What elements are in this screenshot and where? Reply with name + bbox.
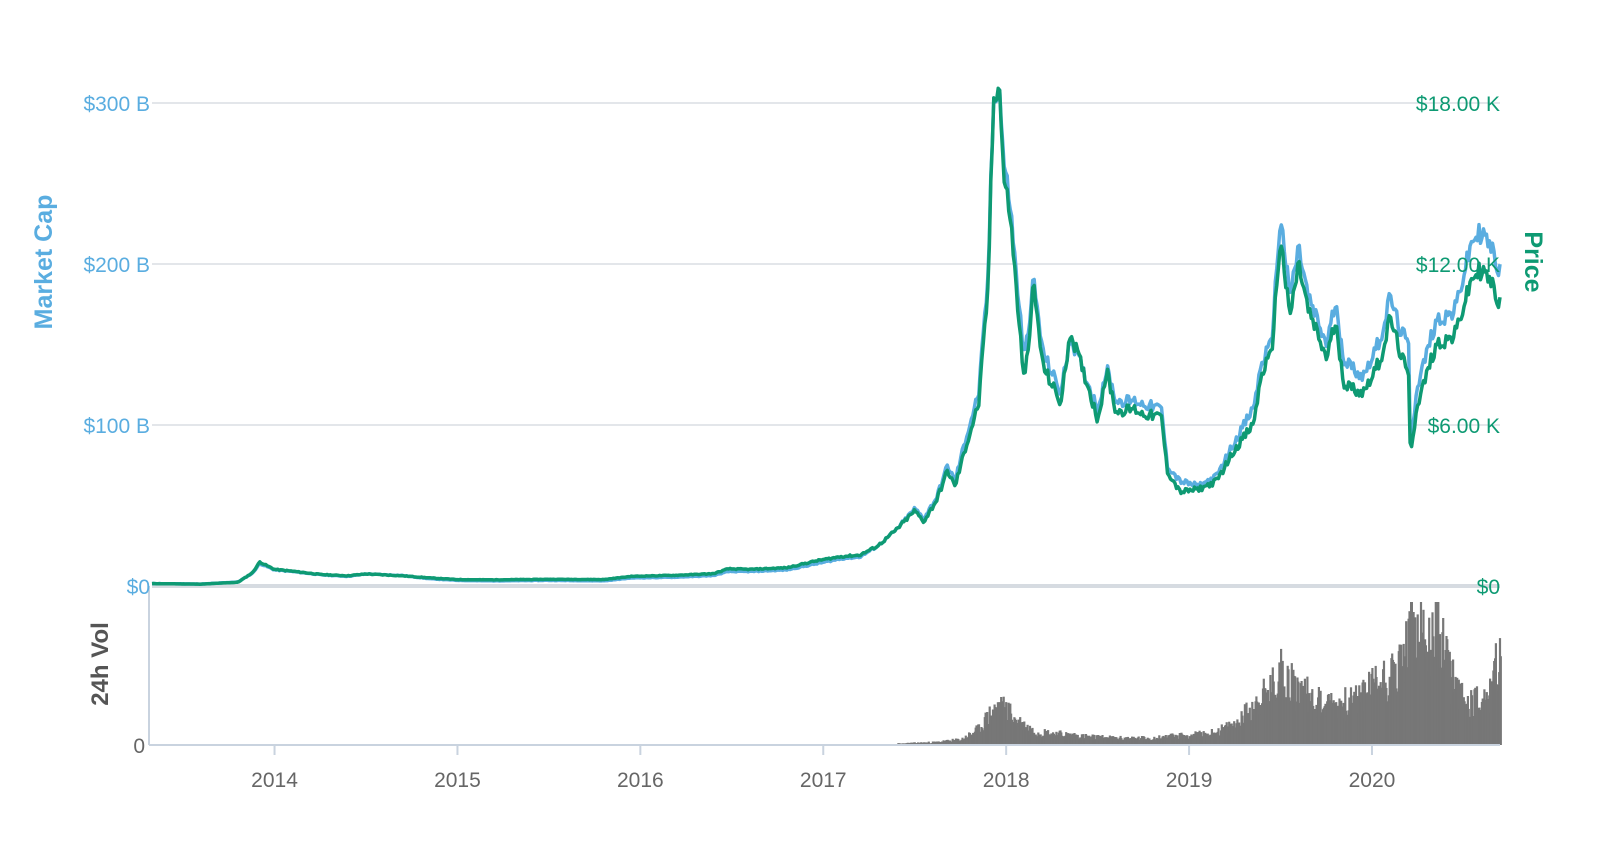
volume-axis-title: 24h Vol [87, 622, 114, 706]
tick-labels: $0 $100 B $200 B $300 B $0 $6.00 K $12.00 K $18… [83, 93, 1500, 792]
volume-bar [1097, 735, 1100, 745]
x-tick-label: 2016 [617, 769, 664, 792]
x-tick-label: 2019 [1166, 769, 1213, 792]
volume-bar [1172, 734, 1175, 745]
grid-layer [152, 102, 1500, 426]
series-line-market-cap [151, 88, 1502, 586]
y-tick-label-right: $12.00 K [1416, 254, 1500, 277]
x-tick-label: 2014 [251, 769, 298, 792]
volume-bar [1005, 702, 1008, 745]
y-tick-label-left: $200 B [83, 254, 150, 277]
x-tick-label: 2020 [1349, 769, 1396, 792]
volume-bar [1489, 678, 1492, 745]
volume-bars [896, 602, 1502, 745]
volume-tick-label: 0 [133, 735, 145, 758]
volume-bar [1019, 717, 1022, 745]
volume-bar [1101, 735, 1104, 745]
volume-bar [1447, 650, 1450, 745]
volume-bar [1200, 732, 1203, 745]
x-tick-label: 2018 [983, 769, 1030, 792]
y-tick-label-right: $18.00 K [1416, 93, 1500, 116]
volume-bar [1306, 676, 1309, 745]
axis-lines [148, 584, 1500, 755]
volume-bar [1303, 678, 1306, 745]
y-tick-label-left: $300 B [83, 93, 150, 116]
x-tick-label: 2017 [800, 769, 847, 792]
volume-bar [1499, 656, 1502, 745]
y-tick-label-right: $0 [1477, 576, 1500, 599]
series-lines [151, 86, 1502, 586]
y-tick-label-left: $100 B [83, 415, 150, 438]
x-tick-label: 2015 [434, 769, 481, 792]
y-tick-label-right: $6.00 K [1428, 415, 1500, 438]
series-line-price [151, 86, 1502, 586]
volume-bar [1449, 660, 1452, 745]
y-axis-title-left: Market Cap [30, 195, 58, 330]
volume-bar [1461, 682, 1464, 745]
y-axis-title-right: Price [1519, 231, 1547, 292]
volume-bar [1198, 730, 1201, 745]
y-tick-label-left: $0 [127, 576, 150, 599]
volume-bar [1169, 733, 1172, 745]
